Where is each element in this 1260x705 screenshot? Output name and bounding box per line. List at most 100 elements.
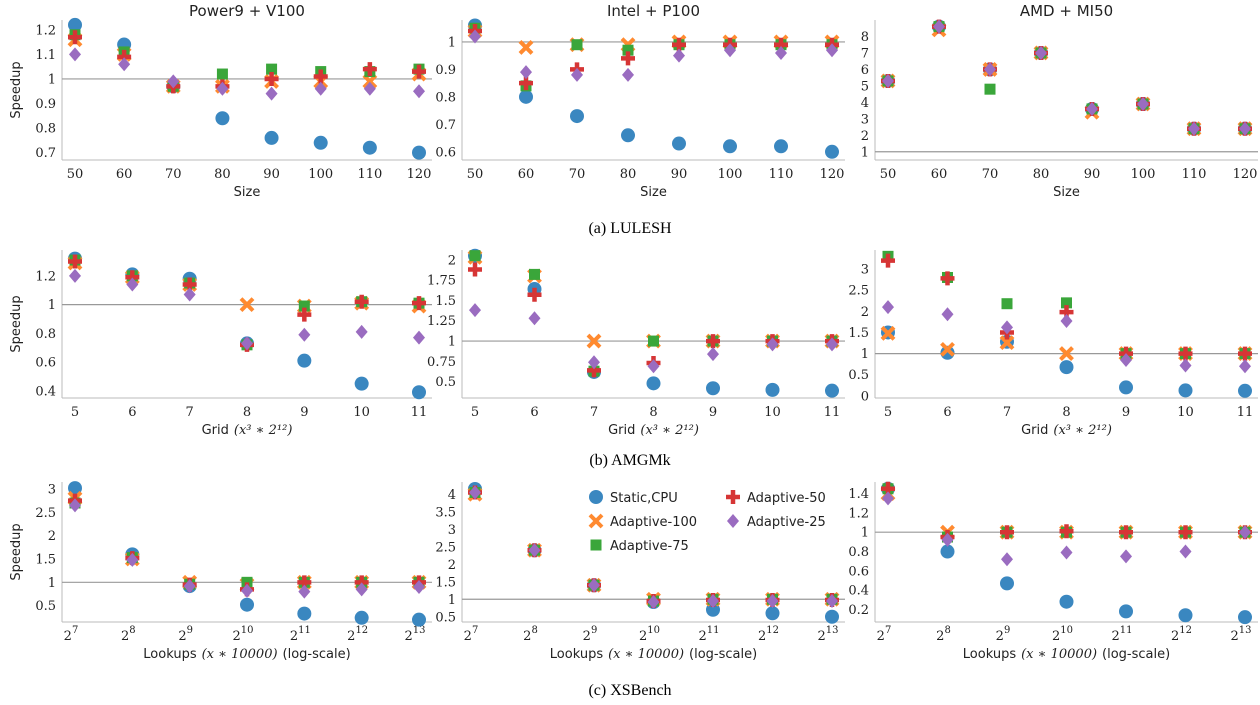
panel-3-3-static-cpu-point [1238, 610, 1252, 625]
panel-1-2-adaptive-25-point [673, 48, 685, 63]
panel-1-2-xtick-label: 120 [820, 167, 845, 182]
panel-3-1-adaptive-25-point [355, 582, 368, 597]
panel-3-3-xtick-label: 212 [1171, 625, 1192, 644]
panel-2-3-ytick-label: 0.5 [848, 368, 869, 383]
panel-3-1-adaptive-25-point [69, 498, 81, 513]
panel-3-1-xlabel: Lookups (x ∗ 10000) (log-scale) [143, 647, 350, 662]
panel-2-1-ylabel: Speedup [9, 295, 24, 352]
panel-3-1-static-cpu-point [68, 481, 82, 496]
panel-3-1-series-adaptive-100 [67, 490, 427, 593]
panel-3-2-ytick-label: 0.5 [435, 610, 456, 625]
panel-2-3-adaptive-50-point [881, 253, 895, 268]
panel-2-2-adaptive-100-point [586, 333, 602, 349]
panel-1-3-adaptive-75-point [984, 83, 996, 95]
panel-2-3-adaptive-25-point [1060, 314, 1073, 329]
panel-3-2-xlabel-suffix: (log-scale) [689, 647, 757, 662]
panel-3-3-series-static-cpu [881, 481, 1252, 625]
panel-2-1-adaptive-50-point [412, 296, 426, 311]
panel-2-1-ytick-label: 0.6 [35, 356, 56, 371]
panel-1-1-xtick-label: 50 [67, 167, 84, 182]
panel-3-1-xtick-label: 210 [232, 625, 253, 644]
panel-2-1-adaptive-25-point [241, 336, 253, 351]
panel-1-3-ytick-label: 2 [861, 129, 869, 144]
panel-1-2-static-cpu-point [621, 128, 635, 143]
panel-3-2-xlabel: Lookups (x ∗ 10000) (log-scale) [550, 647, 757, 662]
panel-2-3-ytick-label: 3 [861, 263, 869, 278]
panel-1-1-adaptive-25-point [363, 81, 376, 96]
panel-2-3-ytick-label: 2.5 [848, 284, 869, 299]
legend-adaptive-25-point [727, 514, 739, 528]
panel-2-3-adaptive-100-point [1059, 346, 1074, 362]
panel-3-2-xtick-base: 2 [817, 629, 825, 644]
panel-3-3-ytick-label: 1 [861, 526, 869, 541]
panel-2-2-adaptive-25-point [766, 337, 779, 352]
panel-2-1-adaptive-25-point [183, 287, 196, 302]
panel-1-1-static-cpu-point [362, 140, 377, 155]
panel-2-2-adaptive-50-point [468, 262, 482, 277]
panel-2-1-adaptive-50-point [297, 307, 312, 322]
panel-2-3-static-cpu-point [1178, 383, 1193, 398]
panel-3-1-series-adaptive-75 [69, 497, 425, 590]
panel-3-2-ytick-label: 3 [448, 523, 456, 538]
panel-1-1-static-cpu-point [215, 111, 230, 126]
panel-3-2-xtick-exp: 12 [766, 625, 779, 636]
panel-3-3-xtick-label: 29 [996, 625, 1011, 644]
panel-1-2-ytick-label: 1 [448, 35, 456, 50]
panel-1-3-xtick-label: 120 [1233, 167, 1258, 182]
panel-2-1-xlabel: Grid (x³ ∗ 2¹²) [202, 423, 293, 438]
panel-2-3-xtick-label: 5 [884, 405, 892, 420]
panel-3-1-ytick-label: 2 [48, 529, 56, 544]
panel-3-3-static-cpu-point [1178, 608, 1193, 623]
panel-2-3-adaptive-75-point [1001, 298, 1013, 310]
panel-2-3-static-cpu-point [1119, 380, 1133, 395]
panel-3-2-xtick-exp: 8 [531, 625, 537, 636]
panel-1-3-chart: 12 34 56 78 50 60 70 80 90 100 110 120 Size AMD + MI5… [861, 2, 1258, 200]
panel-1-1-xtick-label: 60 [116, 167, 133, 182]
panel-2-1-adaptive-100-point [239, 297, 255, 313]
panel-2-3-series-adaptive-100 [880, 325, 1253, 362]
panel-3-1-adaptive-25-point [183, 579, 196, 594]
panel-3-1-xtick-base: 2 [178, 629, 186, 644]
panel-2-1-xtick-label: 11 [411, 405, 428, 420]
panel-3-3-adaptive-50-point [1178, 525, 1193, 540]
panel-1-3-ytick-label: 3 [861, 112, 869, 127]
panel-1-1-adaptive-75-point [216, 68, 228, 80]
panel-3-1-ylabel: Speedup [9, 523, 24, 580]
panel-2-1-ytick-label: 1 [48, 298, 56, 313]
panel-1-2-adaptive-25-point [469, 29, 481, 44]
panel-2-2-series-static-cpu [468, 248, 839, 398]
panel-1-1-xlabel: Size [234, 185, 261, 200]
panel-3-2-xlabel-math: (x ∗ 10000) [608, 647, 684, 662]
panel-2-2-adaptive-25-point [469, 303, 481, 318]
panel-3-3-series-adaptive-50 [881, 481, 1252, 545]
panel-1-1-adaptive-50-point [264, 71, 279, 86]
panel-2-2-adaptive-75-point [648, 335, 659, 347]
panel-3-3-xtick-label: 211 [1111, 625, 1132, 644]
panel-2-3-series-adaptive-25 [882, 300, 1251, 374]
panel-1-1-adaptive-25-point [265, 86, 278, 101]
panel-2-2-adaptive-25-point [528, 311, 541, 326]
panel-3-1-static-cpu-point [240, 597, 254, 612]
panel-2-3-adaptive-50-point [940, 271, 955, 286]
panel-2-3-adaptive-25-point [1179, 358, 1192, 373]
panel-3-2-xtick-base: 2 [583, 629, 591, 644]
panel-1-1-ytick-label: 0.9 [35, 97, 56, 112]
panel-2-2-adaptive-25-point [588, 355, 600, 370]
panel-3-3-adaptive-25-point [882, 491, 894, 506]
panel-3-3-xtick-label: 210 [1052, 625, 1073, 644]
panel-1-1-adaptive-75-point [266, 63, 278, 75]
panel-3-1-ytick-label: 3 [48, 483, 56, 498]
panel-2-2-ytick-label: 1 [448, 335, 456, 350]
panel-3-3-xtick-exp: 11 [1120, 625, 1133, 636]
panel-3-3-series-adaptive-25 [882, 491, 1251, 567]
panel-3-1-xtick-exp: 12 [355, 625, 368, 636]
panel-3-2-xtick-label: 27 [464, 625, 479, 644]
panel-2-1-static-cpu-point [354, 376, 369, 391]
panel-3-3-xtick-base: 2 [1052, 629, 1060, 644]
legend-item-static-cpu: Static,CPU [589, 490, 678, 506]
panel-1-2-title: Intel + P100 [607, 2, 700, 20]
panel-2-2-xtick-label: 5 [471, 405, 479, 420]
panel-2-3-adaptive-25-point [882, 300, 894, 315]
panel-3-3-adaptive-25-point [1001, 552, 1013, 567]
